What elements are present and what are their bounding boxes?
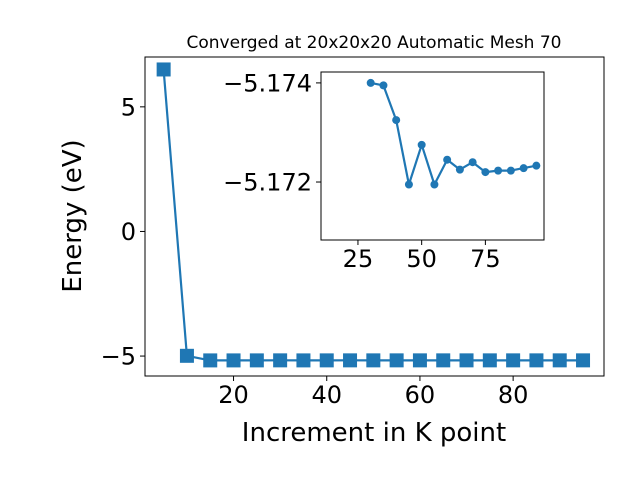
inset-data-point [519, 164, 528, 173]
main-data-point [366, 353, 381, 368]
main-data-point [482, 353, 497, 368]
inset-data-point [430, 180, 439, 189]
main-data-point [436, 353, 451, 368]
inset-data-point [392, 116, 401, 125]
main-y-tick-label: 0 [121, 218, 136, 246]
inset-plot: 25 50 75 −5.174 −5.172 [223, 70, 545, 273]
inset-y-tick-label: −5.172 [223, 169, 312, 197]
main-data-point [319, 353, 334, 368]
inset-data-point [417, 140, 426, 149]
inset-y-tick-label: −5.174 [223, 70, 312, 98]
y-axis-label: Energy (eV) [58, 139, 88, 292]
main-data-point [296, 353, 311, 368]
main-y-tick-label: 5 [121, 93, 136, 121]
main-data-point [552, 353, 567, 368]
main-data-point [226, 353, 241, 368]
main-data-point [459, 353, 474, 368]
inset-data-point [404, 180, 413, 189]
inset-data-point [468, 158, 477, 167]
main-x-tick-label: 20 [218, 381, 249, 409]
main-data-point [179, 348, 194, 363]
main-data-point [343, 353, 358, 368]
main-data-point [412, 353, 427, 368]
main-data-point [389, 353, 404, 368]
inset-data-point [443, 155, 452, 164]
main-x-tick-label: 80 [498, 381, 529, 409]
main-data-point [203, 353, 218, 368]
chart-title: Converged at 20x20x20 Automatic Mesh 70 [187, 33, 562, 53]
inset-x-tick-label: 25 [343, 245, 374, 273]
main-data-point [576, 353, 591, 368]
inset-data-point [366, 78, 375, 87]
main-data-point [273, 353, 288, 368]
inset-data-point [481, 168, 490, 177]
main-x-tick-label: 60 [405, 381, 436, 409]
main-data-point [506, 353, 521, 368]
inset-x-tick-label: 75 [470, 245, 501, 273]
main-y-tick-label: −5 [101, 343, 136, 371]
inset-data-point [494, 166, 503, 175]
main-data-point [529, 353, 544, 368]
inset-x-tick-label: 50 [406, 245, 437, 273]
main-x-tick-label: 40 [311, 381, 342, 409]
x-axis-label: Increment in K point [242, 418, 506, 448]
main-data-point [156, 62, 171, 77]
inset-data-point [532, 161, 541, 170]
inset-data-point [506, 166, 515, 175]
inset-data-point [379, 81, 388, 90]
main-data-point [249, 353, 264, 368]
inset-frame [320, 71, 545, 241]
inset-data-point [455, 165, 464, 174]
